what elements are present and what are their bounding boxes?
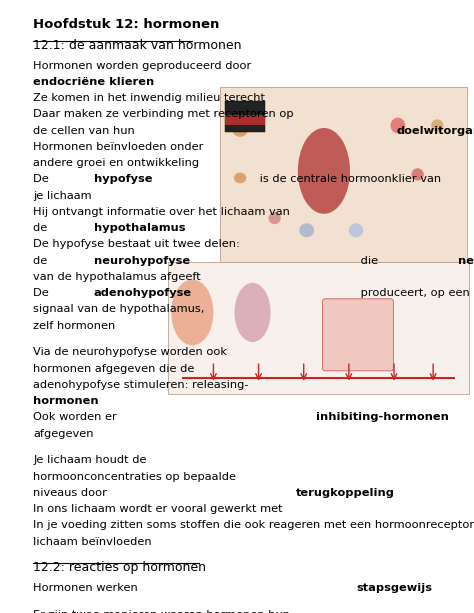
Text: hormonen: hormonen bbox=[33, 396, 99, 406]
Text: Hij ontvangt informatie over het lichaam van: Hij ontvangt informatie over het lichaam… bbox=[33, 207, 290, 217]
Ellipse shape bbox=[234, 173, 246, 183]
Text: terugkoppeling: terugkoppeling bbox=[296, 488, 395, 498]
Text: de cellen van hun: de cellen van hun bbox=[33, 126, 138, 135]
Text: In ons lichaam wordt er vooral gewerkt met: In ons lichaam wordt er vooral gewerkt m… bbox=[33, 504, 286, 514]
Text: hormonen afgegeven die de: hormonen afgegeven die de bbox=[33, 364, 194, 373]
Text: lichaam beïnvloeden: lichaam beïnvloeden bbox=[33, 536, 152, 547]
Text: Er zijn twee manieren waarop hormonen hun: Er zijn twee manieren waarop hormonen hu… bbox=[33, 610, 294, 613]
Text: je lichaam: je lichaam bbox=[33, 191, 92, 200]
Text: endocriëne klieren: endocriëne klieren bbox=[33, 77, 155, 87]
Text: de: de bbox=[33, 223, 51, 233]
Text: Ook worden er: Ook worden er bbox=[33, 413, 120, 422]
Text: is de centrale hormoonklier van: is de centrale hormoonklier van bbox=[255, 174, 441, 185]
Text: Hormonen worden geproduceerd door: Hormonen worden geproduceerd door bbox=[33, 61, 251, 70]
Text: zelf hormonen: zelf hormonen bbox=[33, 321, 116, 330]
Text: In je voeding zitten soms stoffen die ook reageren met een hormoonreceptor en du: In je voeding zitten soms stoffen die oo… bbox=[33, 520, 474, 530]
Ellipse shape bbox=[235, 283, 271, 342]
Ellipse shape bbox=[348, 223, 364, 237]
Text: Ze komen in het inwendig milieu terecht: Ze komen in het inwendig milieu terecht bbox=[33, 93, 265, 103]
Text: 12.2: reacties op hormonen: 12.2: reacties op hormonen bbox=[33, 561, 206, 574]
Text: de: de bbox=[33, 256, 51, 265]
Text: hypothalamus: hypothalamus bbox=[94, 223, 185, 233]
Text: Hoofdstuk 12: hormonen: Hoofdstuk 12: hormonen bbox=[33, 18, 219, 31]
Text: signaal van de hypothalamus,: signaal van de hypothalamus, bbox=[33, 304, 205, 314]
Text: adenohypofyse stimuleren: releasing-: adenohypofyse stimuleren: releasing- bbox=[33, 380, 249, 390]
Text: produceert, op een: produceert, op een bbox=[356, 288, 469, 298]
Text: inhibiting-hormonen: inhibiting-hormonen bbox=[316, 413, 449, 422]
Text: andere groei en ontwikkeling: andere groei en ontwikkeling bbox=[33, 158, 199, 168]
Text: adenohypofyse: adenohypofyse bbox=[94, 288, 192, 298]
Text: stapsgewijs: stapsgewijs bbox=[356, 583, 433, 593]
Ellipse shape bbox=[171, 280, 213, 345]
Ellipse shape bbox=[411, 169, 424, 180]
Ellipse shape bbox=[391, 118, 405, 134]
Text: De hypofyse bestaat uit twee delen:: De hypofyse bestaat uit twee delen: bbox=[33, 239, 240, 249]
Bar bbox=[168, 262, 469, 394]
Text: afgegeven: afgegeven bbox=[33, 428, 94, 438]
Ellipse shape bbox=[233, 124, 247, 137]
Text: Hormonen beïnvloeden onder: Hormonen beïnvloeden onder bbox=[33, 142, 203, 152]
Text: neurohormonen: neurohormonen bbox=[457, 256, 474, 265]
Ellipse shape bbox=[268, 212, 281, 224]
Text: Je lichaam houdt de: Je lichaam houdt de bbox=[33, 455, 146, 465]
Text: Hormonen werken: Hormonen werken bbox=[33, 583, 142, 593]
Ellipse shape bbox=[299, 223, 314, 237]
Ellipse shape bbox=[431, 120, 444, 132]
Bar bbox=[225, 101, 265, 132]
Text: De: De bbox=[33, 174, 53, 185]
Text: Via de neurohypofyse worden ook: Via de neurohypofyse worden ook bbox=[33, 348, 227, 357]
Text: De: De bbox=[33, 288, 53, 298]
Text: hypofyse: hypofyse bbox=[94, 174, 152, 185]
Ellipse shape bbox=[298, 128, 350, 214]
Text: hormoonconcentraties op bepaalde: hormoonconcentraties op bepaalde bbox=[33, 471, 236, 482]
Text: doelwitorganen: doelwitorganen bbox=[397, 126, 474, 135]
Text: 12.1: de aanmaak van hormonen: 12.1: de aanmaak van hormonen bbox=[33, 39, 242, 51]
Bar bbox=[225, 115, 265, 126]
Text: Daar maken ze verbinding met receptoren op: Daar maken ze verbinding met receptoren … bbox=[33, 109, 294, 120]
Text: niveaus door: niveaus door bbox=[33, 488, 111, 498]
Bar bbox=[220, 87, 467, 262]
Text: neurohypofyse: neurohypofyse bbox=[94, 256, 190, 265]
Text: van de hypothalamus afgeeft: van de hypothalamus afgeeft bbox=[33, 272, 201, 282]
Text: die: die bbox=[356, 256, 381, 265]
FancyBboxPatch shape bbox=[322, 299, 393, 371]
